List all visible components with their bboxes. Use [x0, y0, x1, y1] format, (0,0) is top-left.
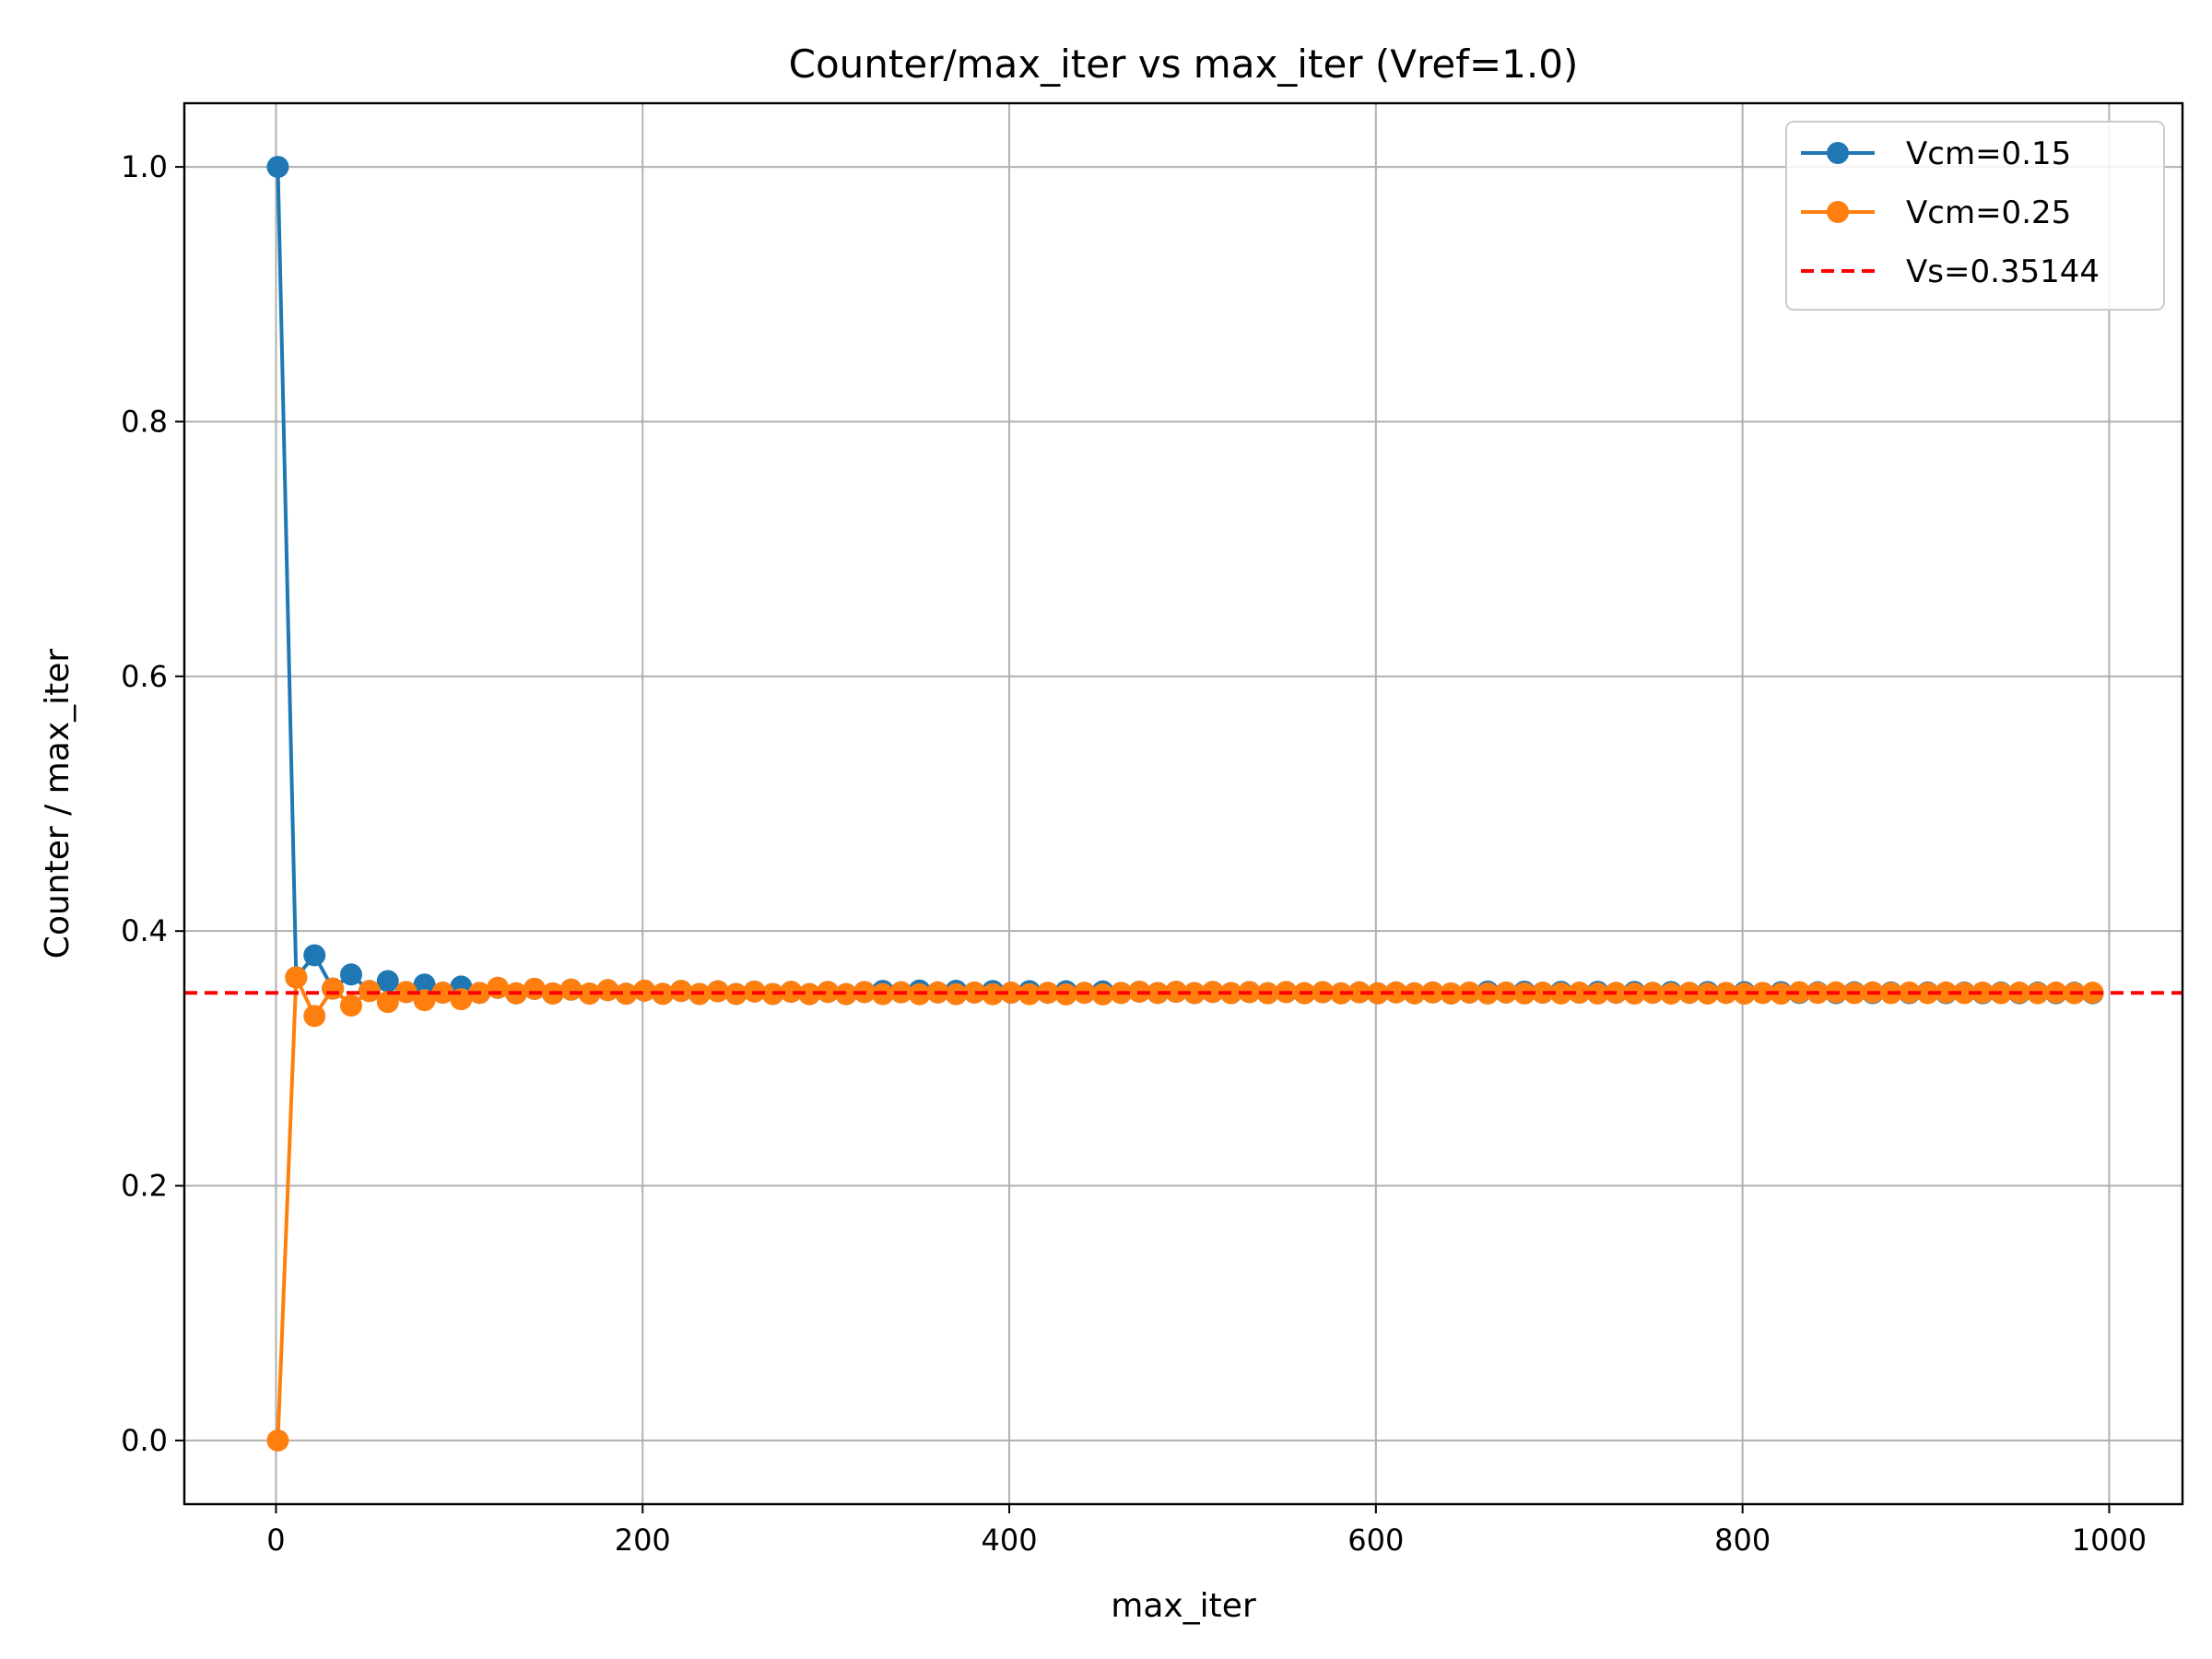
data-point-vcm-0-15 — [303, 944, 326, 967]
data-point-vcm-0-25 — [798, 982, 821, 1006]
y-tick-label: 0.4 — [121, 913, 168, 948]
data-point-vcm-0-25 — [266, 1429, 289, 1452]
y-tick-label: 0.8 — [121, 404, 168, 439]
data-point-vcm-0-25 — [1182, 982, 1206, 1005]
data-point-vcm-0-25 — [1770, 982, 1793, 1006]
data-point-vcm-0-25 — [1531, 982, 1554, 1005]
data-point-vcm-0-25 — [835, 982, 858, 1006]
data-point-vcm-0-25 — [358, 980, 381, 1003]
data-point-vcm-0-15 — [266, 156, 289, 179]
data-point-vcm-0-25 — [1403, 982, 1426, 1005]
data-point-vcm-0-25 — [1586, 982, 1609, 1006]
data-point-vcm-0-25 — [670, 980, 693, 1003]
data-point-vcm-0-25 — [578, 982, 601, 1006]
data-point-vcm-0-15 — [376, 970, 399, 993]
data-point-vcm-0-25 — [615, 982, 638, 1006]
legend: Vcm=0.15 Vcm=0.25 Vs=0.35144 — [1785, 121, 2165, 311]
data-point-vcm-0-25 — [1935, 981, 1958, 1004]
data-point-vcm-0-25 — [285, 966, 308, 989]
data-point-vcm-0-25 — [340, 994, 362, 1018]
legend-label-vcm-0-15: Vcm=0.15 — [1906, 135, 2071, 172]
data-point-vcm-0-25 — [431, 982, 454, 1005]
data-point-vcm-0-25 — [559, 978, 582, 1001]
grid-lines — [184, 103, 2183, 1504]
data-point-vcm-0-25 — [1018, 982, 1041, 1006]
data-point-vcm-0-25 — [817, 981, 840, 1004]
x-tick-label: 400 — [982, 1523, 1038, 1558]
data-point-vcm-0-25 — [1733, 982, 1756, 1006]
x-tick-label: 1000 — [2072, 1523, 2147, 1558]
data-point-vcm-0-25 — [1751, 982, 1774, 1005]
plot-frame — [182, 101, 2184, 1506]
legend-box — [1785, 121, 2165, 311]
data-point-vcm-0-25 — [1788, 981, 1811, 1004]
data-point-vcm-0-25 — [1916, 982, 1939, 1005]
data-point-vcm-0-25 — [1347, 981, 1371, 1004]
x-axis-ticks: 0 200 400 600 800 1000 — [266, 1504, 2147, 1558]
data-point-vcm-0-25 — [633, 979, 656, 1002]
x-tick-label: 600 — [1347, 1523, 1404, 1558]
data-point-vcm-0-25 — [1165, 981, 1188, 1004]
y-tick-label: 0.6 — [121, 659, 168, 694]
data-point-vcm-0-25 — [394, 981, 418, 1004]
legend-label-vcm-0-25: Vcm=0.25 — [1906, 194, 2071, 231]
legend-item-vcm-0-25: Vcm=0.25 — [1801, 194, 2071, 231]
data-point-vcm-0-25 — [1366, 982, 1389, 1005]
data-point-vcm-0-15 — [413, 973, 436, 996]
x-tick-label: 0 — [266, 1523, 285, 1558]
x-axis-label: max_iter — [1111, 1587, 1256, 1625]
data-point-vcm-0-25 — [376, 991, 399, 1014]
y-tick-label: 1.0 — [121, 149, 168, 184]
data-point-vcm-0-25 — [780, 981, 803, 1004]
chart-title: Counter/max_iter vs max_iter (Vref=1.0) — [789, 41, 1579, 87]
legend-label-vs-reference: Vs=0.35144 — [1906, 253, 2100, 290]
data-point-vcm-0-25 — [303, 1005, 326, 1028]
legend-swatch-marker-vcm-0-15 — [1827, 142, 1849, 164]
x-tick-label: 800 — [1714, 1523, 1771, 1558]
data-point-vcm-0-25 — [1549, 982, 1572, 1005]
data-point-vcm-0-25 — [963, 981, 986, 1004]
data-point-vcm-0-25 — [1201, 981, 1224, 1004]
data-point-vcm-0-25 — [1971, 981, 1994, 1004]
legend-item-vcm-0-15: Vcm=0.15 — [1801, 135, 2071, 172]
data-point-vcm-0-25 — [1953, 982, 1976, 1005]
y-axis-label: Counter / max_iter — [39, 649, 76, 959]
y-tick-label: 0.0 — [121, 1423, 168, 1458]
legend-item-vs-reference: Vs=0.35144 — [1801, 253, 2100, 290]
data-point-vcm-0-25 — [322, 977, 345, 1000]
data-point-vcm-0-25 — [982, 982, 1005, 1006]
data-point-vcm-0-25 — [1568, 982, 1591, 1005]
y-axis-ticks: 0.0 0.2 0.4 0.6 0.8 1.0 — [121, 149, 184, 1458]
x-tick-label: 200 — [615, 1523, 671, 1558]
data-point-vcm-0-25 — [596, 979, 619, 1002]
data-point-vcm-0-15 — [340, 963, 362, 986]
data-point-vcm-0-25 — [1000, 982, 1023, 1005]
y-tick-label: 0.2 — [121, 1169, 168, 1204]
series-layer — [184, 156, 2183, 1452]
legend-swatch-marker-vcm-0-25 — [1827, 201, 1849, 223]
data-point-vcm-0-25 — [1384, 981, 1407, 1004]
